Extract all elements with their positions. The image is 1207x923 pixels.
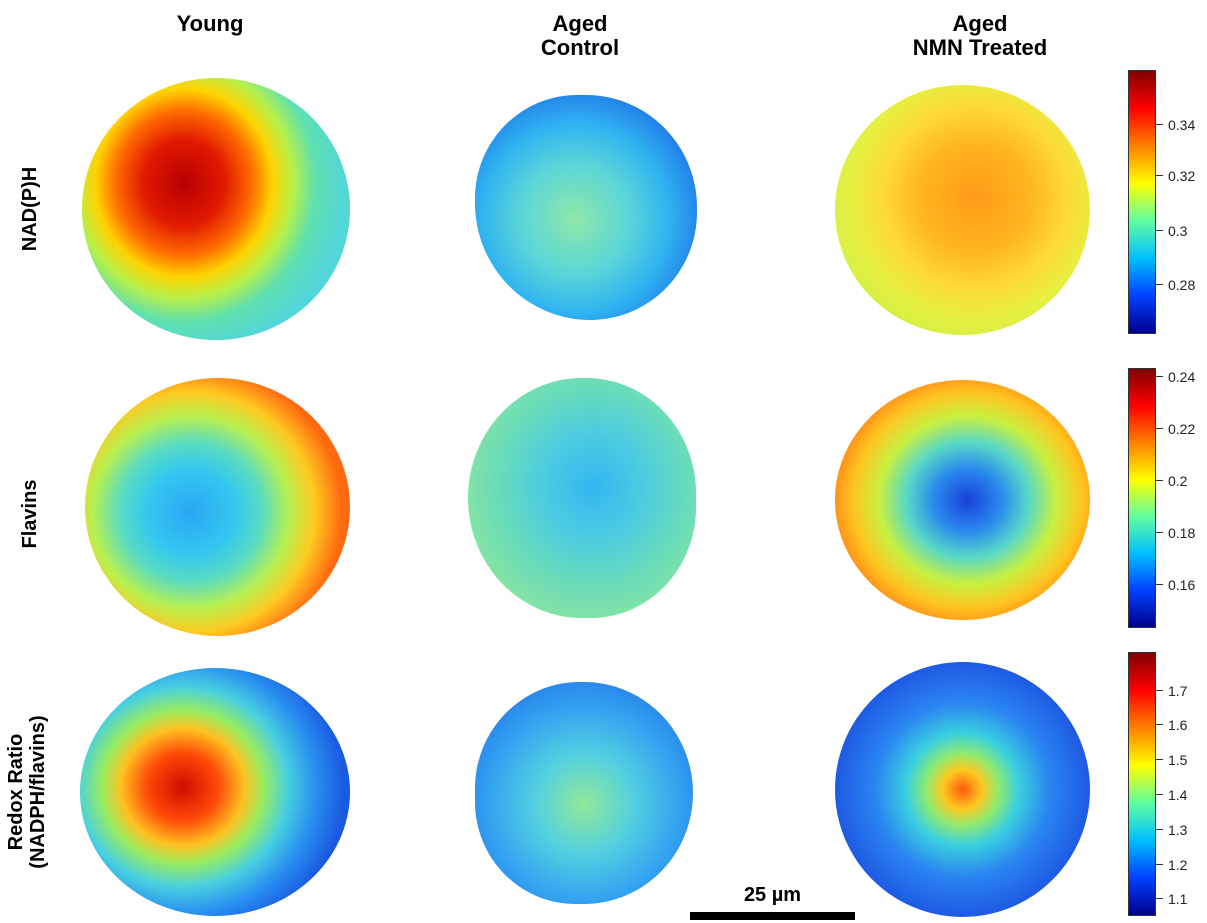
tick-label: 1.6 <box>1155 717 1188 733</box>
row-label-flavins: Flavins <box>19 479 41 549</box>
heatmap-young-flavins <box>85 378 350 636</box>
colorbar-nadph <box>1128 70 1156 334</box>
tick-label: 1.2 <box>1155 857 1188 873</box>
tick-label: 1.5 <box>1155 752 1188 768</box>
tick-label: 0.34 <box>1155 117 1196 133</box>
colorbar-flavins <box>1128 368 1156 628</box>
tick-label: 0.18 <box>1155 525 1196 541</box>
heatmap-aged-control-redox <box>475 682 693 904</box>
heatmap-aged-nmn-redox <box>835 662 1090 917</box>
heatmap-aged-control-flavins <box>468 378 696 618</box>
row-label-nadph: NAD(P)H <box>19 166 41 252</box>
tick-label: 1.1 <box>1155 891 1188 907</box>
column-title-young: Young <box>176 11 244 36</box>
heatmap-young-nadph <box>82 78 350 340</box>
tick-label: 1.7 <box>1155 683 1188 699</box>
tick-label: 0.32 <box>1155 168 1196 184</box>
row-label-redox-ratio: Redox Ratio (NADPH/flavins) <box>5 715 49 869</box>
tick-label: 0.3 <box>1155 223 1188 239</box>
tick-label: 0.16 <box>1155 577 1196 593</box>
colorbar-redox <box>1128 652 1156 916</box>
tick-label: 1.4 <box>1155 787 1188 803</box>
tick-label: 0.2 <box>1155 473 1188 489</box>
scale-bar <box>690 912 855 920</box>
tick-label: 0.22 <box>1155 421 1196 437</box>
tick-label: 0.28 <box>1155 277 1196 293</box>
tick-label: 0.24 <box>1155 369 1196 385</box>
tick-label: 1.3 <box>1155 822 1188 838</box>
column-title-aged-control: Aged Control <box>540 11 620 60</box>
heatmap-aged-nmn-flavins <box>835 380 1090 620</box>
heatmap-aged-nmn-nadph <box>835 85 1090 335</box>
scale-bar-label: 25 µm <box>743 884 802 906</box>
column-title-aged-nmn: Aged NMN Treated <box>912 11 1048 60</box>
heatmap-young-redox <box>80 668 350 916</box>
heatmap-aged-control-nadph <box>475 95 697 320</box>
